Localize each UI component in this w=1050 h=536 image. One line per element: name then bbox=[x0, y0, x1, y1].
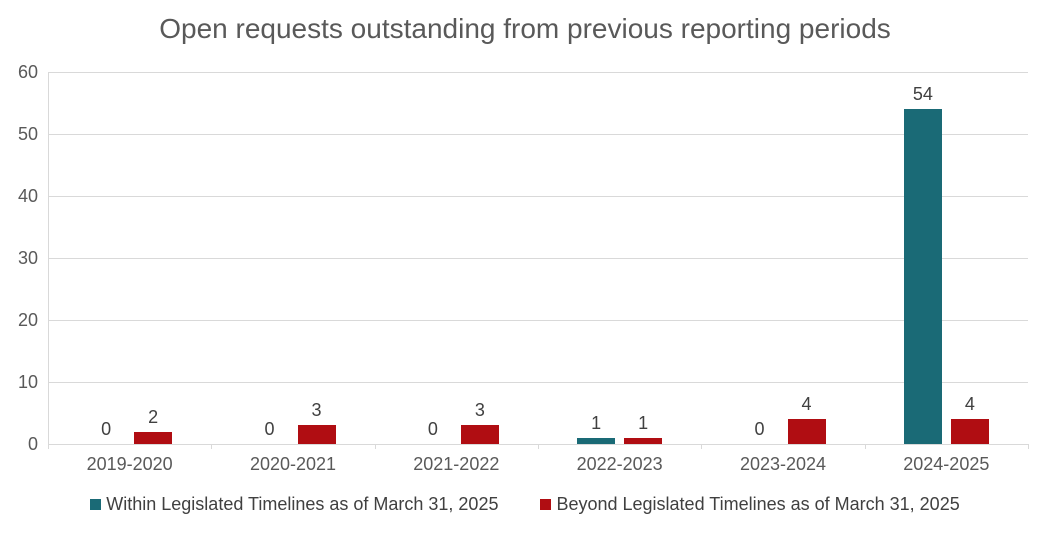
chart-legend: Within Legislated Timelines as of March … bbox=[0, 494, 1050, 515]
gridline bbox=[48, 319, 1028, 321]
value-label: 4 bbox=[964, 394, 975, 415]
gridline bbox=[48, 133, 1028, 135]
bar-beyond-timelines bbox=[624, 437, 663, 444]
x-axis-tick bbox=[701, 444, 703, 449]
value-label: 3 bbox=[311, 400, 322, 421]
bar-beyond-timelines bbox=[297, 425, 336, 444]
gridline bbox=[48, 257, 1028, 259]
bar-beyond-timelines bbox=[134, 431, 173, 444]
x-axis-tick bbox=[211, 444, 213, 449]
value-label: 4 bbox=[801, 394, 812, 415]
y-tick-label: 60 bbox=[17, 62, 38, 82]
y-axis-line bbox=[48, 72, 49, 444]
x-axis-label: 2023-2024 bbox=[739, 454, 827, 474]
chart-title: Open requests outstanding from previous … bbox=[159, 13, 891, 44]
legend-label: Within Legislated Timelines as of March … bbox=[106, 494, 499, 514]
bar-within-timelines bbox=[903, 109, 942, 444]
y-tick-label: 30 bbox=[17, 248, 38, 268]
y-tick-label: 20 bbox=[17, 310, 38, 330]
value-label: 0 bbox=[427, 419, 438, 439]
value-label: 54 bbox=[912, 84, 933, 105]
value-label: 0 bbox=[101, 419, 112, 439]
legend-item-within: Within Legislated Timelines as of March … bbox=[90, 494, 498, 515]
x-axis-label: 2022-2023 bbox=[576, 454, 663, 474]
legend-item-beyond: Beyond Legislated Timelines as of March … bbox=[540, 494, 960, 515]
gridline bbox=[48, 195, 1028, 197]
x-axis-tick bbox=[1028, 444, 1029, 449]
x-axis-tick bbox=[48, 444, 49, 449]
bar-within-timelines bbox=[577, 437, 616, 444]
gridline bbox=[48, 71, 1028, 73]
x-axis-label: 2020-2021 bbox=[249, 454, 337, 474]
value-label: 1 bbox=[591, 412, 602, 433]
legend-swatch-icon bbox=[90, 499, 102, 510]
value-label: 0 bbox=[754, 419, 765, 439]
legend-label: Beyond Legislated Timelines as of March … bbox=[556, 494, 960, 514]
x-axis-tick bbox=[864, 444, 866, 449]
x-axis-label: 2024-2025 bbox=[903, 454, 990, 474]
value-label: 0 bbox=[264, 419, 275, 439]
x-axis-tick bbox=[538, 444, 539, 449]
gridline bbox=[48, 381, 1028, 383]
x-axis-label: 2021-2022 bbox=[413, 454, 500, 474]
y-tick-label: 0 bbox=[27, 434, 38, 454]
value-label: 1 bbox=[638, 412, 649, 433]
value-label: 3 bbox=[474, 400, 485, 421]
x-axis-label: 2019-2020 bbox=[86, 454, 173, 474]
bar-beyond-timelines bbox=[787, 419, 826, 444]
y-tick-label: 10 bbox=[17, 372, 38, 392]
x-axis-tick bbox=[374, 444, 376, 449]
y-tick-label: 40 bbox=[17, 186, 38, 206]
legend-swatch-icon bbox=[540, 499, 552, 510]
y-tick-label: 50 bbox=[17, 124, 38, 144]
value-label: 2 bbox=[148, 406, 159, 427]
bar-beyond-timelines bbox=[460, 425, 499, 444]
bar-beyond-timelines bbox=[950, 419, 989, 444]
